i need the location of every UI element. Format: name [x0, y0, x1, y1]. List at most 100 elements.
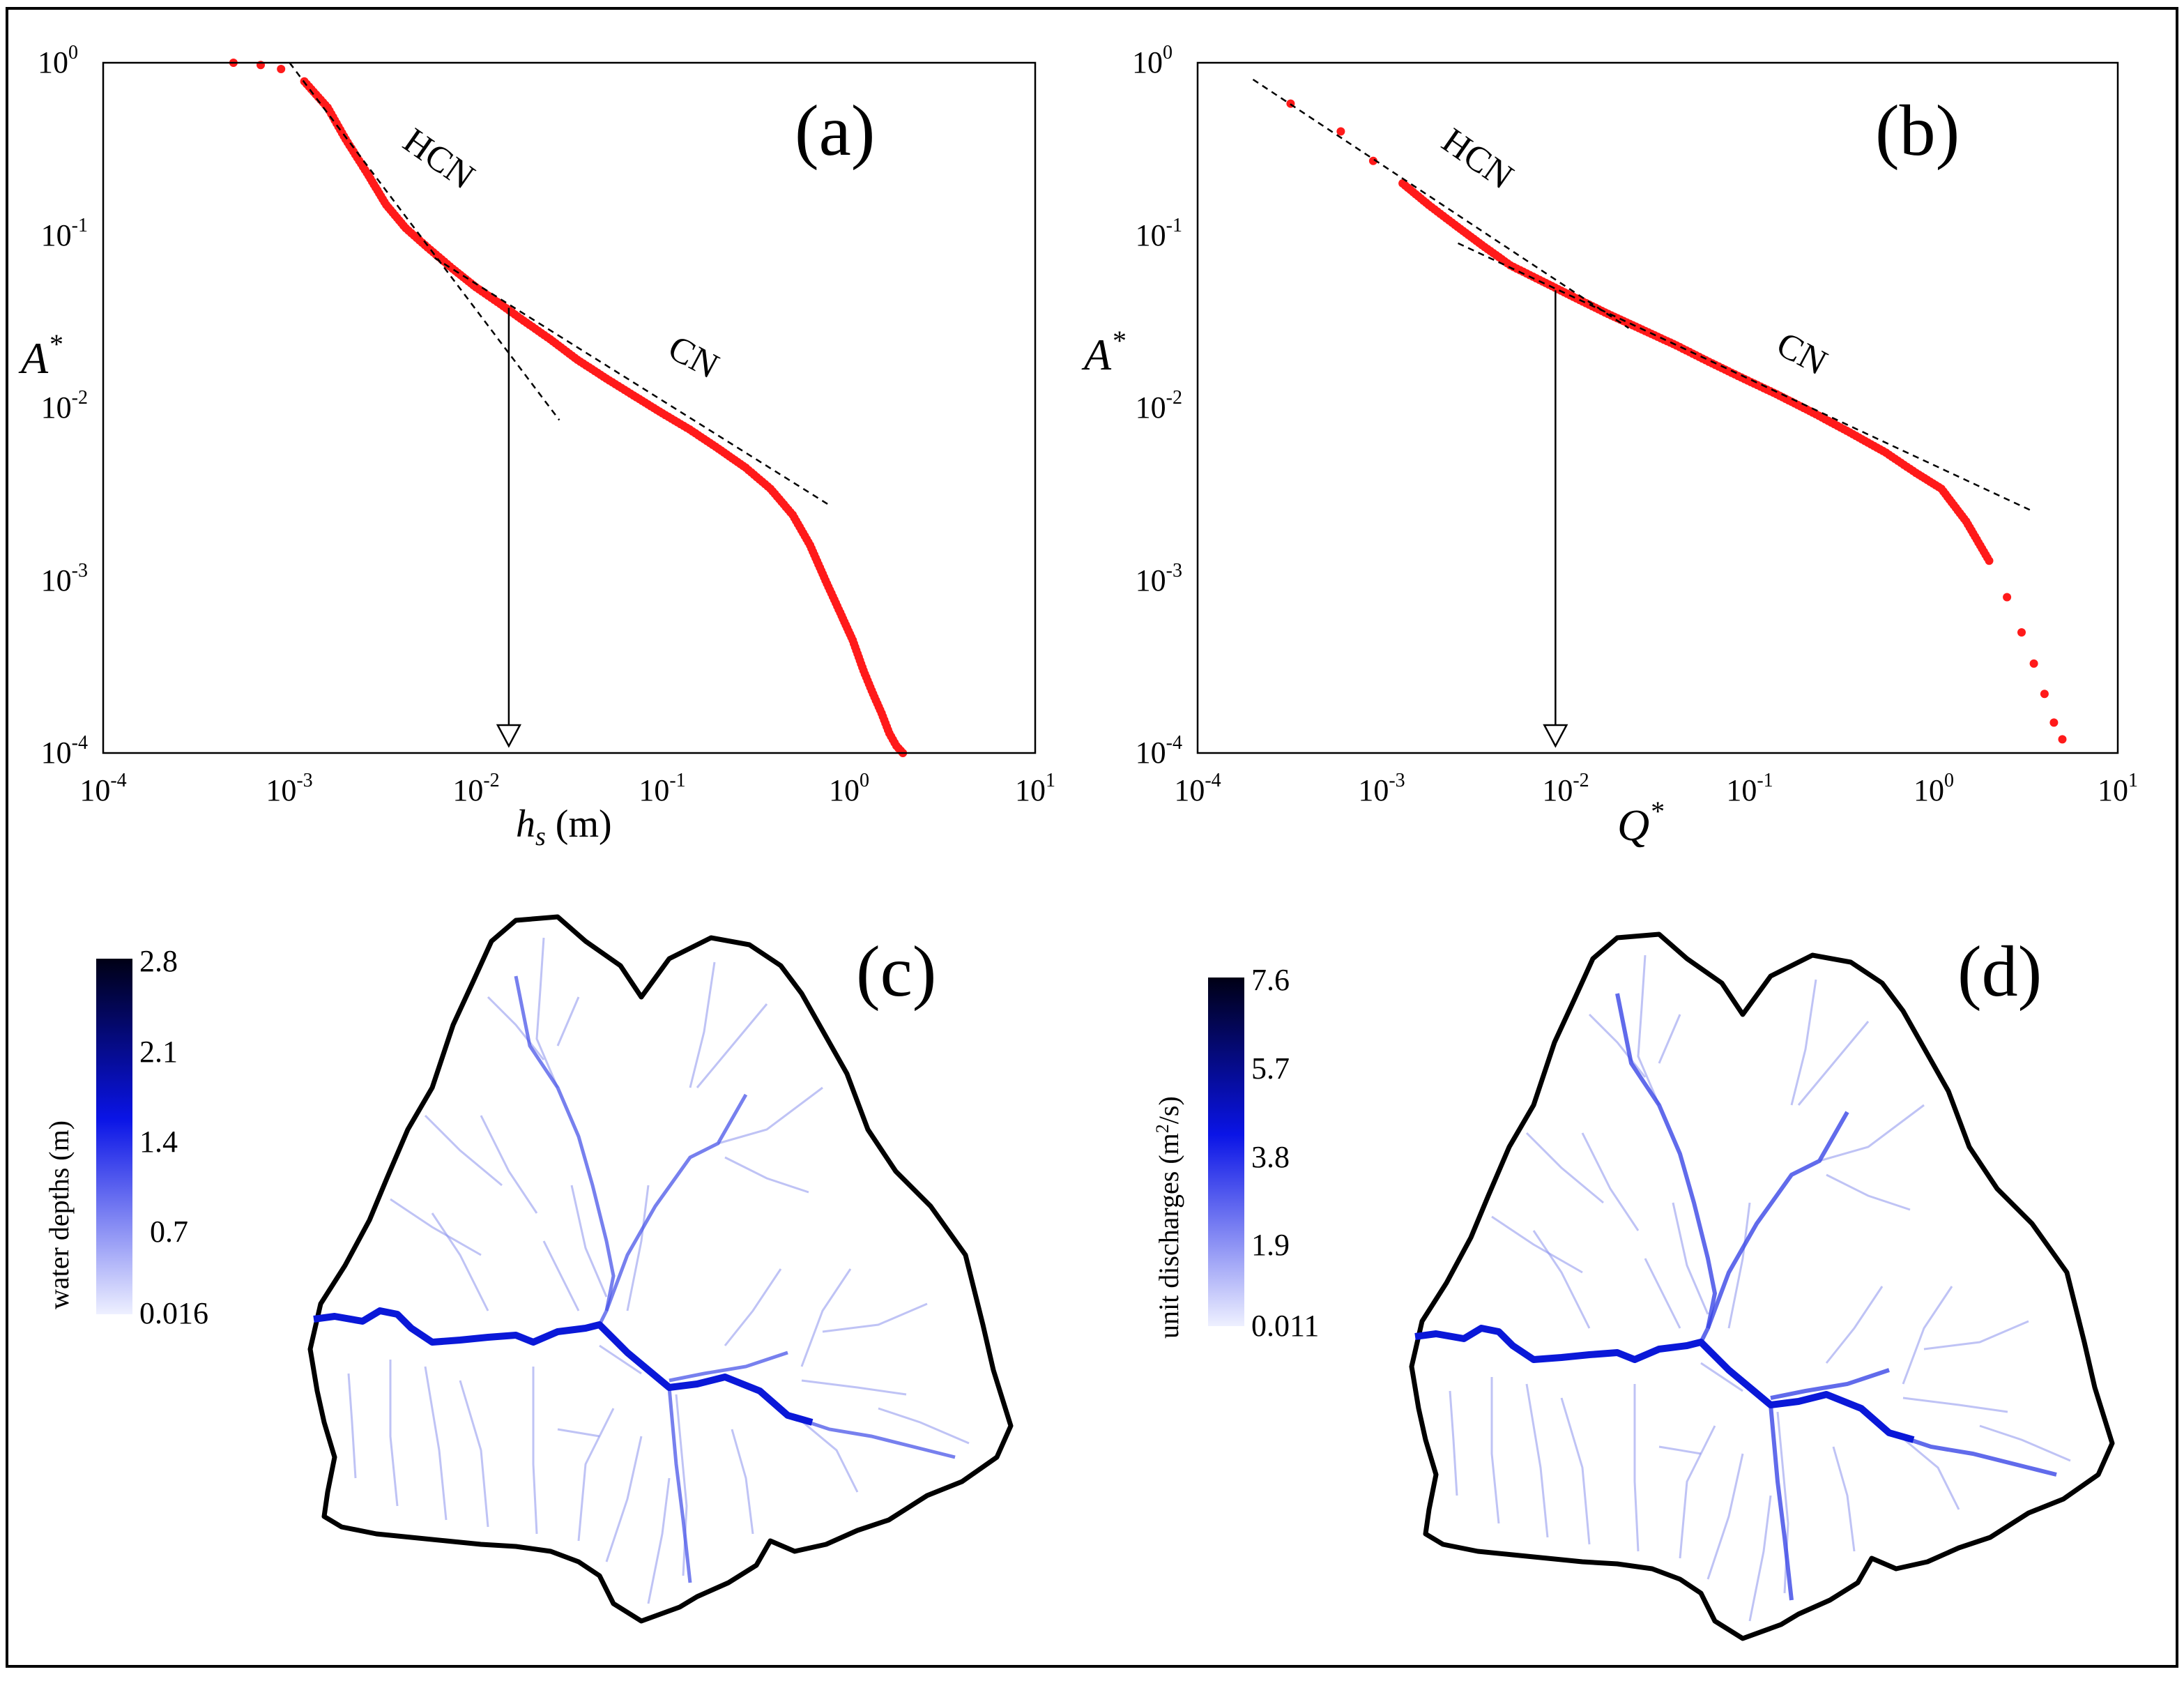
data-point — [2049, 718, 2059, 727]
channel — [801, 1379, 907, 1396]
x-axis-label: Q* — [1617, 796, 1663, 850]
channel — [347, 1373, 357, 1479]
channel — [1706, 1111, 1849, 1330]
channel — [1525, 1383, 1549, 1538]
colorbar-tick-label: 1.4 — [139, 1125, 178, 1159]
panel-b-x-ticks: 10-4 10-3 10-2 10-1 100 101 — [1174, 770, 2138, 807]
channel — [1700, 1362, 1743, 1392]
panel-label: (a) — [795, 91, 875, 171]
channel — [459, 1380, 489, 1528]
channel — [1748, 1495, 1772, 1622]
main-channel — [1414, 1325, 1915, 1443]
channel — [605, 1436, 643, 1562]
colorbar-title: unit discharges (m2/s) — [1152, 1096, 1184, 1339]
channel — [689, 961, 716, 1088]
data-point — [2040, 690, 2049, 699]
channel — [1490, 1377, 1500, 1524]
channel — [822, 1302, 928, 1333]
colorbar-ticks: 2.8 2.1 1.4 0.7 0.016 — [139, 944, 208, 1330]
channel — [675, 1394, 688, 1576]
channel — [794, 1414, 859, 1493]
channel — [1672, 1202, 1709, 1315]
channel — [696, 1003, 768, 1088]
channel — [604, 1093, 748, 1311]
panel-d: 7.6 5.7 3.8 1.9 0.011 unit discharges (m… — [1152, 931, 2115, 1641]
channel — [532, 1367, 538, 1535]
x-tick-label: 101 — [1015, 770, 1055, 807]
threshold-arrow-head — [1543, 724, 1568, 748]
colorbar-tick-label: 2.1 — [139, 1035, 178, 1069]
colorbar-tick-label: 3.8 — [1251, 1140, 1290, 1174]
channel — [1727, 1202, 1751, 1329]
channel — [424, 1366, 448, 1521]
data-point — [1985, 556, 1994, 565]
x-axis-label: hs (m) — [516, 803, 612, 851]
channel — [1491, 1215, 1583, 1274]
colorbar-ticks: 7.6 5.7 3.8 1.9 0.011 — [1251, 963, 1319, 1343]
channel — [1658, 1445, 1702, 1455]
fit-line-hcn — [1252, 78, 1630, 329]
channel — [1560, 1397, 1591, 1545]
channel — [389, 1360, 399, 1507]
channel — [424, 1114, 503, 1187]
channel — [878, 1407, 970, 1445]
channel — [1826, 1173, 1911, 1211]
channel — [1679, 1425, 1716, 1559]
colorbar-tick-label: 0.016 — [139, 1296, 208, 1330]
channel — [717, 1086, 823, 1145]
channel — [1825, 1286, 1884, 1364]
colorbar — [96, 959, 132, 1314]
channel — [1776, 1411, 1789, 1594]
catchment-map — [307, 914, 1014, 1624]
channel — [1895, 1431, 1960, 1510]
data-point — [2003, 593, 2012, 602]
panel-b-plot-area — [1196, 61, 2119, 754]
channel — [1770, 1368, 1890, 1400]
channel — [1644, 1258, 1681, 1329]
panel-label: (d) — [1957, 931, 2042, 1012]
panel-label: (b) — [1875, 91, 1960, 171]
colorbar-tick-label: 0.011 — [1251, 1309, 1319, 1343]
y-axis-label: A* — [18, 328, 62, 383]
channel — [557, 1428, 600, 1438]
channel — [1637, 954, 1660, 1106]
data-point — [2058, 735, 2067, 744]
channel — [669, 1351, 788, 1383]
channel — [787, 1413, 956, 1459]
colorbar-tick-label: 1.9 — [1251, 1228, 1290, 1262]
main-channel — [313, 1307, 814, 1426]
channel — [1449, 1390, 1458, 1496]
x-tick-label: 10-4 — [79, 770, 126, 807]
data-point — [1336, 127, 1345, 136]
channel — [556, 996, 580, 1047]
channel — [577, 1408, 615, 1542]
data-point — [277, 65, 286, 73]
channel — [1902, 1397, 2008, 1413]
channel — [1532, 1230, 1591, 1329]
channel — [535, 937, 559, 1088]
panel-c: 2.8 2.1 1.4 0.7 0.016 water depths (m) (… — [43, 914, 1014, 1624]
panel-a-marks — [229, 59, 908, 757]
channel — [480, 1115, 538, 1214]
minor-channels — [347, 937, 970, 1604]
channel — [1581, 1132, 1640, 1231]
channel — [800, 1268, 852, 1367]
channel — [1706, 1453, 1744, 1580]
y-axis-label: A* — [1081, 325, 1125, 379]
catchment-map — [1409, 931, 2115, 1641]
data-point — [2029, 659, 2038, 668]
channel — [1832, 1446, 1856, 1552]
panel-a: 10-4 10-3 10-2 10-1 100 101 100 10-1 10-… — [18, 42, 1055, 851]
colorbar-tick-label: 0.7 — [150, 1215, 188, 1249]
channel — [570, 1185, 608, 1298]
channel — [1819, 1104, 1925, 1162]
fit-line-cn — [1458, 242, 2035, 513]
channel — [1769, 1404, 1794, 1601]
data-point — [2017, 628, 2026, 637]
channel — [724, 1268, 782, 1346]
minor-channels — [1449, 954, 2071, 1622]
channel — [1588, 1013, 1647, 1078]
channel — [731, 1429, 754, 1535]
channel — [514, 975, 616, 1326]
